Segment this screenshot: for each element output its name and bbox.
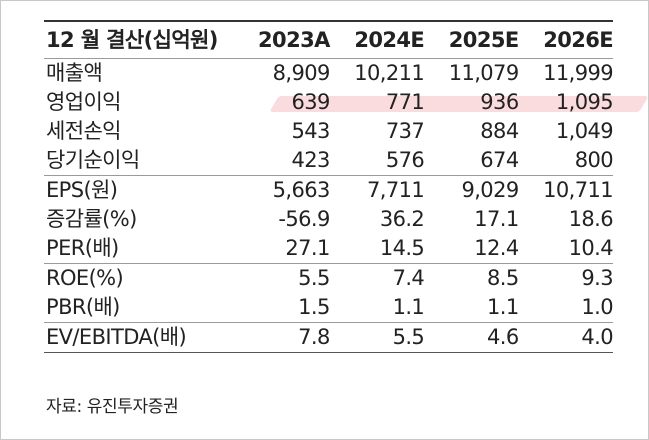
table-row-net-income: 당기순이익 423 576 674 800 <box>44 146 614 175</box>
row-label: 증감률(%) <box>46 207 137 231</box>
row-value: 8,909 <box>272 61 331 85</box>
financial-table: 12 월 결산(십억원) 2023A 2024E 2025E 2026E 매출액… <box>44 20 649 353</box>
table-row-revenue: 매출액 8,909 10,211 11,079 11,999 <box>44 58 614 88</box>
row-value: 1.5 <box>298 295 330 319</box>
row-label: 매출액 <box>46 61 103 85</box>
row-value: 11,079 <box>448 61 519 85</box>
row-value: 1,049 <box>555 119 614 143</box>
table-row-roe: ROE(%) 5.5 7.4 8.5 9.3 <box>44 263 614 293</box>
row-value: 1.0 <box>581 295 614 319</box>
row-value: 18.6 <box>568 207 614 231</box>
row-value: 884 <box>480 119 519 143</box>
row-value: 17.1 <box>474 207 519 231</box>
row-label: EPS(원) <box>46 178 118 202</box>
row-value: 771 <box>385 90 425 114</box>
row-value: 8.5 <box>486 266 519 290</box>
table-row-pretax-profit: 세전손익 543 737 884 1,049 <box>44 117 614 146</box>
row-label: EV/EBITDA(배) <box>46 325 187 349</box>
row-value: 674 <box>480 148 519 172</box>
row-value: 7.4 <box>392 266 425 290</box>
row-value: 11,999 <box>543 61 614 85</box>
row-label: PBR(배) <box>46 295 120 319</box>
header-year-2023a: 2023A <box>258 27 330 52</box>
row-value: 7.8 <box>298 325 330 349</box>
header-year-2024e: 2024E <box>354 27 425 52</box>
table-row-operating-profit: 영업이익 639 771 936 1,095 <box>44 88 649 117</box>
row-label: ROE(%) <box>46 266 124 290</box>
header-year-2026e: 2026E <box>543 27 614 52</box>
row-label: 영업이익 <box>46 90 121 114</box>
row-value: 7,711 <box>367 178 425 202</box>
header-label: 12 월 결산(십억원) <box>46 27 218 52</box>
row-value: 737 <box>385 119 425 143</box>
row-value: 10,211 <box>354 61 425 85</box>
header-year-2025e: 2025E <box>448 27 519 52</box>
row-value: 10,711 <box>543 178 614 202</box>
row-value: 4.0 <box>581 325 614 349</box>
row-value: 5.5 <box>392 325 425 349</box>
table-row-ev-ebitda: EV/EBITDA(배) 7.8 5.5 4.6 4.0 <box>44 322 614 353</box>
table-row-eps-growth: 증감률(%) -56.9 36.2 17.1 18.6 <box>44 205 614 234</box>
row-value: 14.5 <box>379 236 425 260</box>
row-label: PER(배) <box>46 236 119 260</box>
source-note: 자료: 유진투자증권 <box>46 397 179 417</box>
row-value: 36.2 <box>379 207 425 231</box>
row-value: 9,029 <box>461 178 519 202</box>
table-row-eps: EPS(원) 5,663 7,711 9,029 10,711 <box>44 175 614 205</box>
row-value: 639 <box>291 90 330 114</box>
row-value: 5.5 <box>298 266 330 290</box>
row-value: 543 <box>291 119 330 143</box>
row-value: 423 <box>291 148 330 172</box>
row-value: 936 <box>480 90 519 114</box>
row-value: 4.6 <box>486 325 519 349</box>
row-value: 1.1 <box>392 295 425 319</box>
row-value: 576 <box>385 148 425 172</box>
row-value: 1.1 <box>486 295 519 319</box>
table-row-pbr: PBR(배) 1.5 1.1 1.1 1.0 <box>44 293 614 322</box>
row-value: 27.1 <box>285 236 330 260</box>
row-value: 800 <box>574 148 614 172</box>
row-label: 세전손익 <box>46 119 121 143</box>
row-value: 9.3 <box>581 266 614 290</box>
table-row-per: PER(배) 27.1 14.5 12.4 10.4 <box>44 234 614 263</box>
row-value: 5,663 <box>272 178 331 202</box>
row-value: -56.9 <box>278 207 330 231</box>
row-label: 당기순이익 <box>46 148 140 172</box>
row-value: 10.4 <box>568 236 614 260</box>
row-value: 1,095 <box>555 90 614 114</box>
row-value: 12.4 <box>474 236 519 260</box>
table-header-row: 12 월 결산(십억원) 2023A 2024E 2025E 2026E <box>44 20 614 58</box>
